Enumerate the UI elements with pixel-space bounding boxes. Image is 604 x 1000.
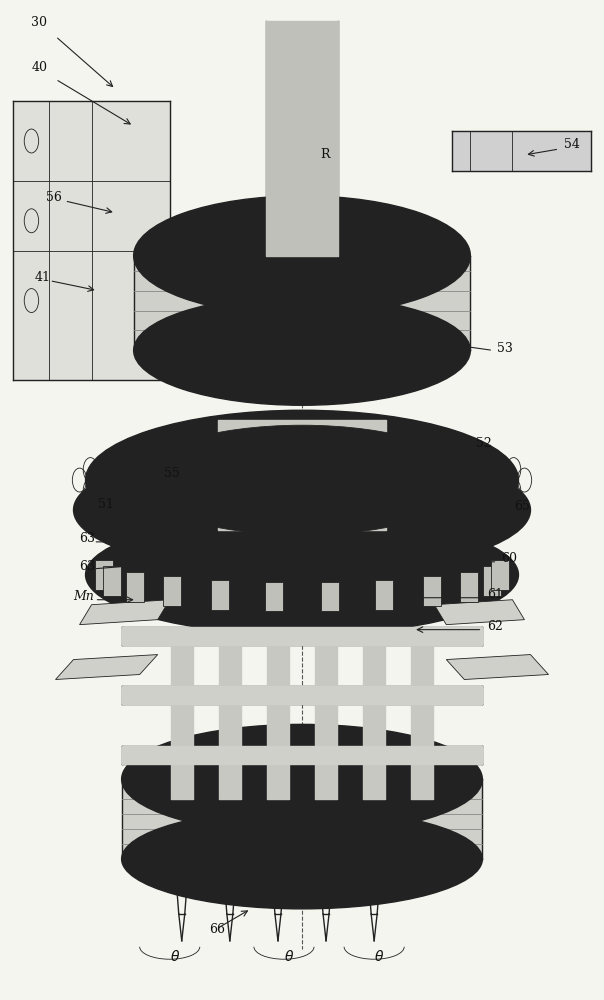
Polygon shape bbox=[56, 655, 158, 680]
Text: 30: 30 bbox=[31, 16, 48, 29]
Text: 56: 56 bbox=[47, 191, 62, 204]
Ellipse shape bbox=[133, 296, 471, 405]
Circle shape bbox=[335, 455, 365, 505]
Bar bbox=[460, 572, 478, 602]
Ellipse shape bbox=[254, 236, 350, 276]
Text: 54: 54 bbox=[564, 138, 579, 151]
Text: 55: 55 bbox=[164, 467, 179, 480]
Bar bbox=[126, 572, 144, 602]
Ellipse shape bbox=[86, 515, 518, 635]
Text: 51: 51 bbox=[98, 498, 114, 511]
Text: 41: 41 bbox=[34, 271, 51, 284]
Text: 62: 62 bbox=[487, 620, 503, 633]
Text: 66: 66 bbox=[209, 923, 225, 936]
Polygon shape bbox=[434, 600, 524, 625]
Bar bbox=[163, 576, 181, 606]
Ellipse shape bbox=[86, 410, 518, 550]
Ellipse shape bbox=[133, 425, 471, 535]
Polygon shape bbox=[80, 600, 170, 625]
Bar bbox=[103, 566, 121, 596]
Bar bbox=[321, 582, 339, 611]
Ellipse shape bbox=[133, 196, 471, 316]
Text: 52: 52 bbox=[477, 437, 492, 450]
Text: $\theta$: $\theta$ bbox=[284, 949, 294, 964]
Text: R: R bbox=[320, 148, 330, 161]
Bar bbox=[211, 580, 228, 610]
Bar bbox=[423, 576, 441, 606]
Ellipse shape bbox=[74, 445, 530, 575]
Bar bbox=[95, 560, 112, 590]
Text: 63: 63 bbox=[80, 560, 95, 573]
Polygon shape bbox=[446, 655, 548, 680]
Bar bbox=[376, 580, 393, 610]
Circle shape bbox=[239, 455, 269, 505]
Text: 40: 40 bbox=[31, 61, 48, 74]
Text: 53: 53 bbox=[498, 342, 513, 355]
Text: $\theta$: $\theta$ bbox=[374, 949, 384, 964]
Ellipse shape bbox=[121, 809, 483, 909]
Text: 61: 61 bbox=[487, 588, 503, 601]
Text: 60: 60 bbox=[501, 552, 518, 565]
Ellipse shape bbox=[121, 724, 483, 834]
Bar bbox=[492, 560, 509, 590]
Bar bbox=[483, 566, 501, 596]
Text: $\theta$: $\theta$ bbox=[170, 949, 180, 964]
Ellipse shape bbox=[182, 211, 422, 301]
Circle shape bbox=[287, 455, 317, 505]
Text: Mn: Mn bbox=[74, 590, 94, 603]
Bar bbox=[265, 582, 283, 611]
Text: 63: 63 bbox=[80, 532, 95, 545]
Text: 65: 65 bbox=[513, 500, 530, 513]
